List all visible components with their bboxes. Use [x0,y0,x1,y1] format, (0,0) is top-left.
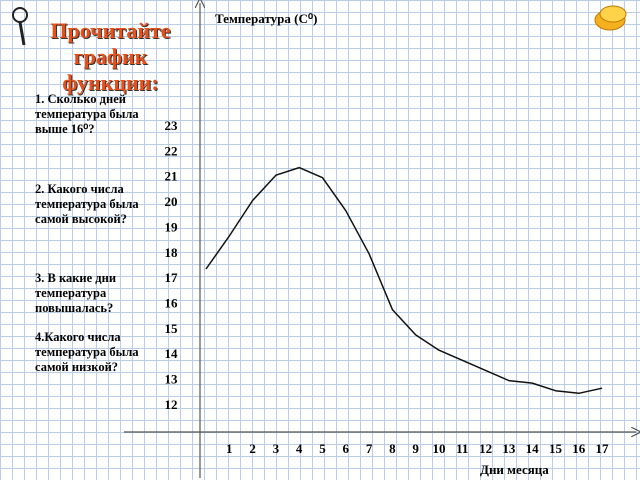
x-tick-label: 13 [502,441,516,456]
y-tick-label: 18 [165,245,179,260]
x-tick-label: 11 [456,441,468,456]
x-tick-label: 4 [296,441,303,456]
x-tick-label: 7 [366,441,373,456]
y-tick-label: 14 [165,346,179,361]
x-tick-label: 3 [273,441,280,456]
y-tick-label: 19 [165,219,179,234]
y-tick-label: 20 [165,194,178,209]
x-tick-label: 14 [526,441,540,456]
y-tick-label: 12 [165,397,178,412]
question: 1. Сколько дней температура была выше 16… [35,92,139,136]
heading: Прочитайте график функции: [50,18,171,95]
x-tick-label: 17 [596,441,610,456]
y-tick-label: 21 [165,169,178,184]
question: 2. Какого числа температура была самой в… [35,182,139,226]
y-tick-label: 15 [165,321,179,336]
x-tick-label: 1 [226,441,233,456]
question: 4.Какого числа температура была самой ни… [35,330,139,374]
y-tick-label: 17 [165,270,179,285]
question: 3. В какие дни температура повышалась? [35,271,117,315]
x-tick-label: 6 [343,441,350,456]
y-tick-label: 16 [165,295,179,310]
y-tick-label: 22 [165,143,178,158]
x-tick-label: 2 [249,441,256,456]
x-tick-label: 12 [479,441,492,456]
coin-icon [599,5,627,23]
figure-icon [12,7,28,23]
y-tick-label: 23 [165,118,179,133]
figure-icon [18,21,26,46]
y-tick-label: 13 [165,372,179,387]
x-tick-label: 8 [389,441,396,456]
temperature-line [205,166,603,395]
x-tick-label: 5 [319,441,326,456]
x-tick-label: 10 [432,441,445,456]
x-axis-label: Дни месяца [480,462,549,477]
x-tick-label: 15 [549,441,563,456]
chart-title: Температура (С⁰) [215,11,317,26]
x-tick-label: 16 [572,441,586,456]
x-tick-label: 9 [412,441,419,456]
